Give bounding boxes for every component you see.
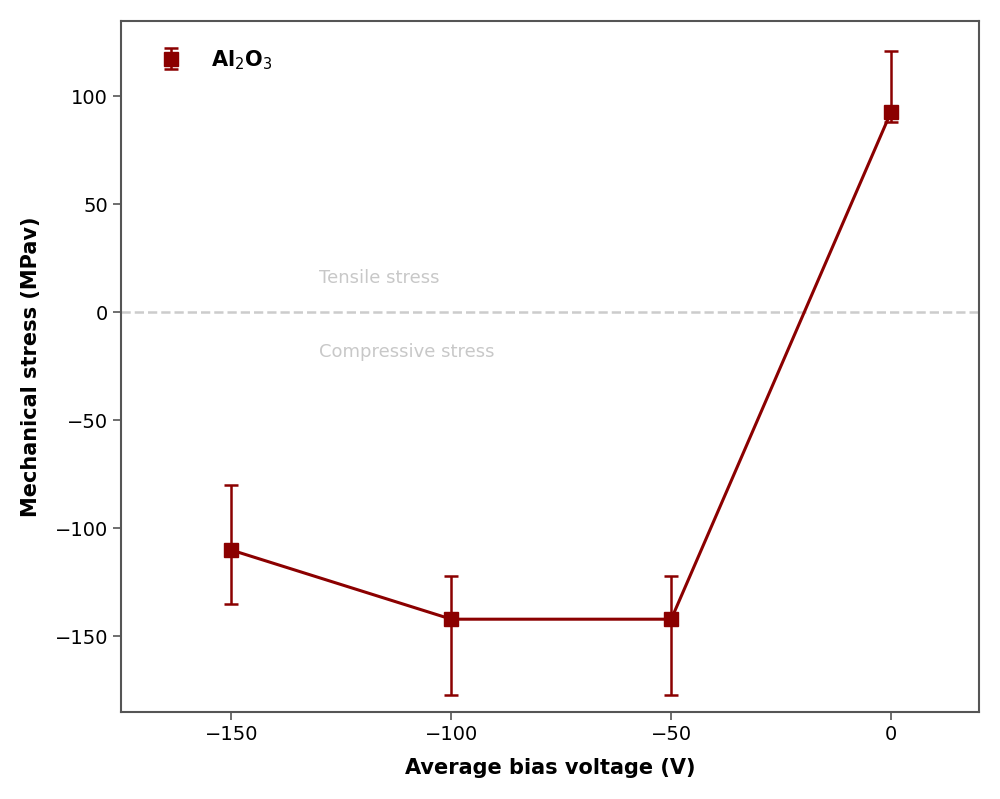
Legend: Al$_2$O$_3$: Al$_2$O$_3$ bbox=[132, 31, 289, 88]
X-axis label: Average bias voltage (V): Average bias voltage (V) bbox=[405, 758, 696, 778]
Y-axis label: Mechanical stress (MPav): Mechanical stress (MPav) bbox=[21, 217, 41, 517]
Text: Tensile stress: Tensile stress bbox=[319, 268, 440, 287]
Text: Compressive stress: Compressive stress bbox=[319, 343, 495, 360]
